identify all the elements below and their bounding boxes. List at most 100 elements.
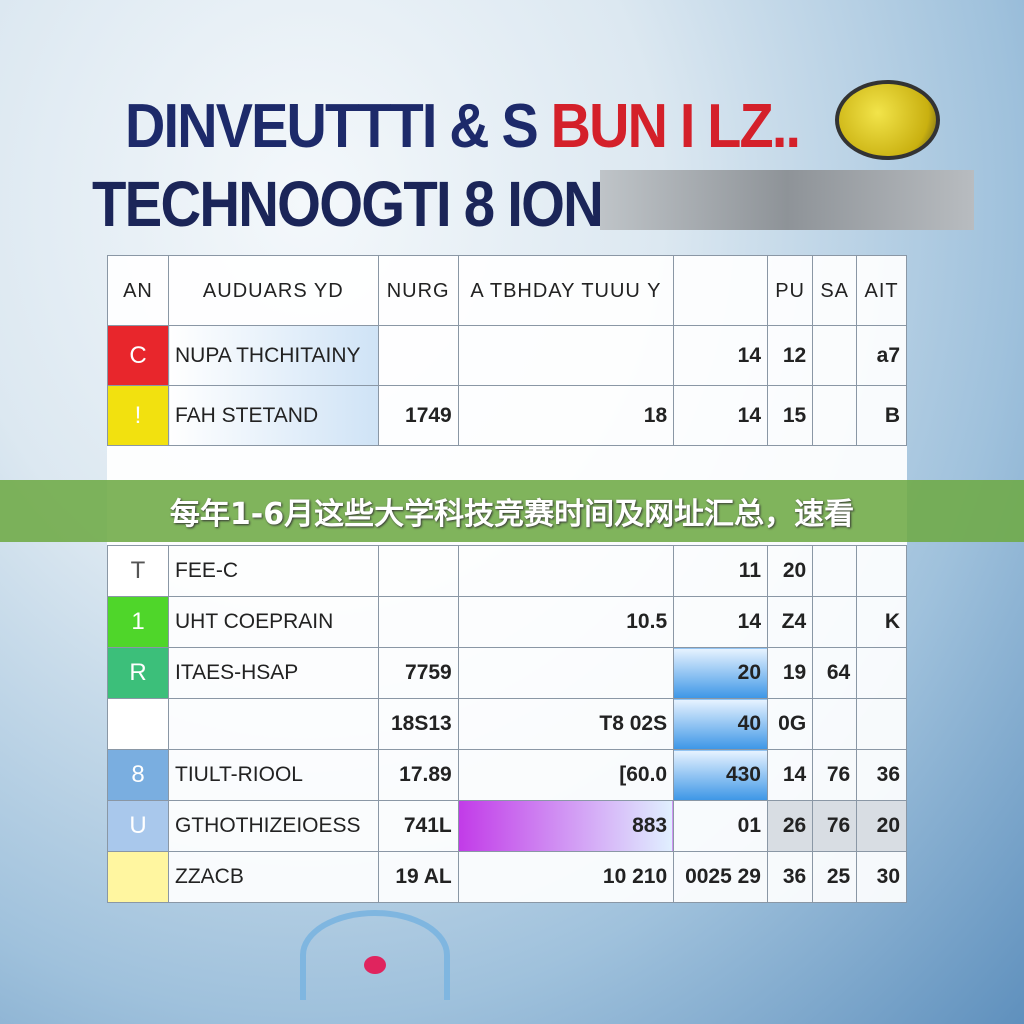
- column-header: SA: [812, 255, 858, 326]
- column-header: AUDUARS YD: [168, 255, 379, 326]
- table-cell: 10 210: [457, 851, 675, 903]
- row-marker: R: [107, 647, 169, 699]
- table-cell: 19 AL: [377, 851, 459, 903]
- table-row: ! FAH STETAND 1749 18 14 15 B: [107, 385, 907, 446]
- table-row: C NUPA THCHITAINY 14 12 a7: [107, 325, 907, 386]
- table-cell: 76: [812, 749, 858, 801]
- table-row: ZZACB 19 AL 10 210 0025 29 36 25 30: [107, 851, 907, 903]
- table-cell: 10.5: [457, 596, 675, 648]
- gauge-graphic: [300, 910, 450, 1000]
- table-row: 18S13 T8 02S 40 0G: [107, 698, 907, 750]
- title-banner: 每年1-6月这些大学科技竞赛时间及网址汇总，速看: [0, 480, 1024, 542]
- gauge-dot: [364, 956, 386, 974]
- table-cell: Z4: [766, 596, 814, 648]
- table-cell: 0G: [766, 698, 814, 750]
- table-row: U GTHOTHIZEIOESS 741L 883 01 26 76 20: [107, 800, 907, 852]
- table-cell: K: [856, 596, 907, 648]
- table-cell: 11: [673, 545, 768, 597]
- table-cell: NUPA THCHITAINY: [168, 325, 379, 386]
- table-cell: 20: [673, 647, 768, 699]
- table-cell: 76: [812, 800, 858, 852]
- table-row: 1 UHT COEPRAIN 10.5 14 Z4 K: [107, 596, 907, 648]
- table-cell: 64: [812, 647, 858, 699]
- table-cell: 14: [673, 325, 768, 386]
- table-cell: [812, 545, 858, 597]
- table-cell: 01: [673, 800, 768, 852]
- table-cell: 15: [766, 385, 814, 446]
- table-cell: [856, 647, 907, 699]
- table-cell: TIULT-RIOOL: [168, 749, 379, 801]
- table-cell: ZZACB: [168, 851, 379, 903]
- table-cell: [856, 545, 907, 597]
- row-marker: !: [107, 385, 169, 446]
- table-cell: 1749: [377, 385, 459, 446]
- table-cell: [457, 647, 675, 699]
- table-cell: a7: [856, 325, 907, 386]
- table-cell: 883: [457, 800, 675, 852]
- grey-bar: [600, 170, 974, 230]
- table-cell: B: [856, 385, 907, 446]
- table-cell: [377, 325, 459, 386]
- table-cell: [812, 596, 858, 648]
- title-line-2: TECHNOOGTI 8 ION: [92, 168, 604, 240]
- row-marker: 1: [107, 596, 169, 648]
- table-cell: FEE-C: [168, 545, 379, 597]
- table-cell: [168, 698, 379, 750]
- row-marker: T: [107, 545, 169, 597]
- column-header: AIT: [856, 255, 907, 326]
- table-cell: [457, 545, 675, 597]
- column-header: PU: [766, 255, 814, 326]
- column-header: NURG: [377, 255, 459, 326]
- table-row: 8 TIULT-RIOOL 17.89 [60.0 430 14 76 36: [107, 749, 907, 801]
- table-cell: [457, 325, 675, 386]
- table-cell: 14: [766, 749, 814, 801]
- title-part-1: DINVEUTTTI & S: [125, 92, 539, 161]
- table-cell: [377, 545, 459, 597]
- row-marker: 8: [107, 749, 169, 801]
- table-cell: 14: [673, 385, 768, 446]
- table-cell: 30: [856, 851, 907, 903]
- table-row: R ITAES-HSAP 7759 20 19 64: [107, 647, 907, 699]
- table-cell: 19: [766, 647, 814, 699]
- table-cell: 36: [856, 749, 907, 801]
- table-cell: 25: [812, 851, 858, 903]
- table-cell: 741L: [377, 800, 459, 852]
- column-header: [673, 255, 768, 326]
- table-cell: 14: [673, 596, 768, 648]
- table-cell: 18S13: [377, 698, 459, 750]
- row-marker: C: [107, 325, 169, 386]
- title-part-2: BUN I: [550, 92, 696, 161]
- yellow-ball-graphic: [835, 80, 940, 160]
- table-cell: 40: [673, 698, 768, 750]
- table-cell: 20: [856, 800, 907, 852]
- table-cell: 18: [457, 385, 675, 446]
- table-header: AN AUDUARS YD NURG A TBHDAY TUUU Y PU SA AIT: [107, 255, 907, 326]
- column-header: A TBHDAY TUUU Y: [457, 255, 675, 326]
- row-marker: [107, 698, 169, 750]
- table-cell: UHT COEPRAIN: [168, 596, 379, 648]
- table-cell: 430: [673, 749, 768, 801]
- banner-text: 每年1-6月这些大学科技竞赛时间及网址汇总，速看: [169, 497, 855, 532]
- table-cell: [812, 385, 858, 446]
- table-cell: 12: [766, 325, 814, 386]
- table-cell: [60.0: [457, 749, 675, 801]
- table-cell: 20: [766, 545, 814, 597]
- row-marker: U: [107, 800, 169, 852]
- data-table: AN AUDUARS YD NURG A TBHDAY TUUU Y PU SA AIT C…: [107, 255, 907, 903]
- table-cell: 36: [766, 851, 814, 903]
- title-part-3: LZ..: [707, 92, 801, 161]
- table-cell: GTHOTHIZEIOESS: [168, 800, 379, 852]
- row-marker: [107, 851, 169, 903]
- table-row: T FEE-C 11 20: [107, 545, 907, 597]
- table-cell: T8 02S: [457, 698, 675, 750]
- title-line-1: DINVEUTTTI & S BUN I LZ..: [125, 92, 801, 162]
- table-cell: 17.89: [377, 749, 459, 801]
- table-cell: [377, 596, 459, 648]
- table-cell: ITAES-HSAP: [168, 647, 379, 699]
- table-cell: [812, 325, 858, 386]
- table-cell: FAH STETAND: [168, 385, 379, 446]
- table-cell: 7759: [377, 647, 459, 699]
- table-cell: 0025 29: [673, 851, 768, 903]
- table-cell: [856, 698, 907, 750]
- column-header: AN: [107, 255, 169, 326]
